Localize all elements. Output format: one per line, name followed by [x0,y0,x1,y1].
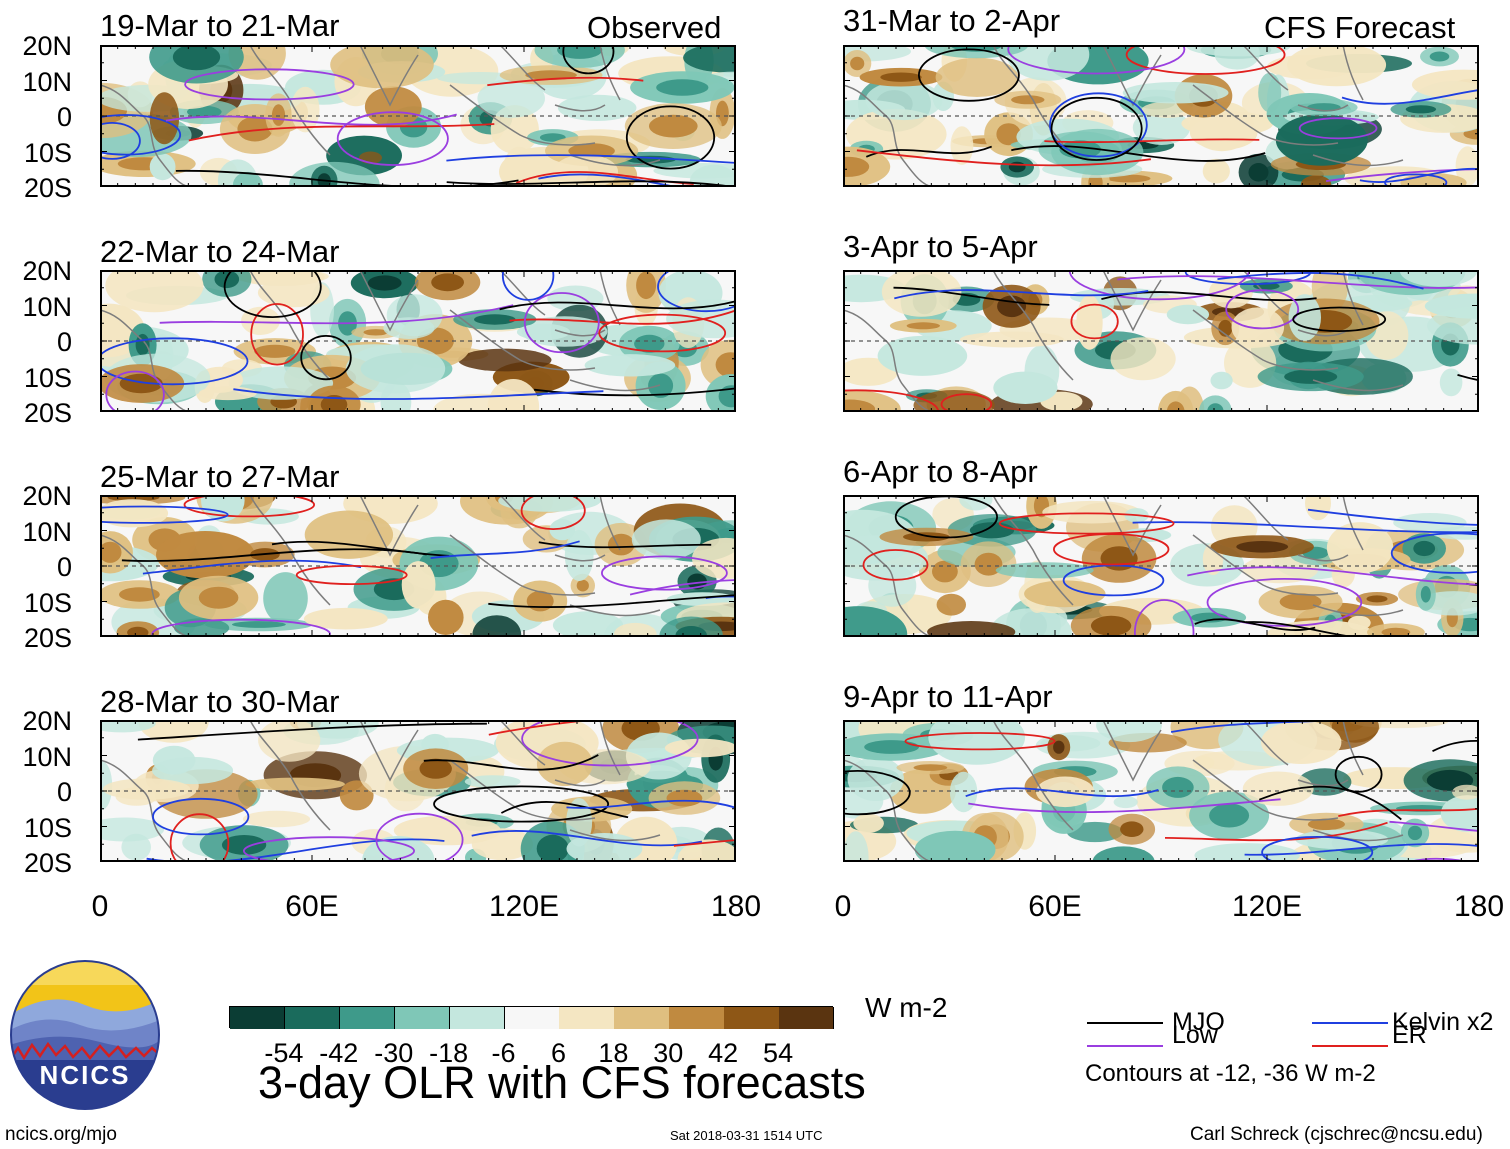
lat-tick-label: 10N [22,516,72,547]
lon-tick-label: 180 [710,890,762,923]
colorbar-swatch [779,1007,835,1029]
lat-tick-label: 0 [56,102,72,132]
panel-title: 25-Mar to 27-Mar [100,459,340,494]
colorbar-swatch [724,1007,780,1029]
lat-tick-label: 20N [22,481,72,511]
olr-map-panel [843,720,1479,862]
colorbar-swatch [559,1007,615,1029]
lat-tick-label: 20S [23,173,72,203]
olr-map-panel [100,45,736,187]
lat-tick-label: 0 [56,327,72,357]
figure-title: 3-day OLR with CFS forecasts [258,1057,866,1108]
panel-title: 9-Apr to 11-Apr [843,679,1053,714]
lat-tick-label: 20S [23,623,72,653]
lon-tick-label: 120E [1231,890,1303,923]
legend-lines [1312,1022,1388,1047]
colorbar-tick-label: -6 [491,1038,516,1068]
legend-low-label: Low [1172,1021,1218,1049]
olr-map-panel [843,495,1479,637]
colorbar-swatch [669,1007,725,1029]
timestamp: Sat 2018-03-31 1514 UTC [670,1128,823,1143]
lon-tick-label: 180 [1453,890,1505,923]
legend-lines [1087,1022,1163,1047]
colorbar-swatch [339,1007,396,1029]
colorbar [229,1006,835,1029]
lat-tick-label: 10S [23,362,72,393]
colorbar-swatch [504,1007,560,1029]
lon-tick-label: 60E [1028,890,1082,923]
forecast-label: CFS Forecast [1264,10,1456,45]
credit: Carl Schreck (cjschrec@ncsu.edu) [1190,1124,1483,1145]
lon-tick-label: 120E [488,890,560,923]
lon-tick-label: 60E [285,890,339,923]
colorbar-tick-label: -42 [319,1038,359,1068]
colorbar-swatch [284,1007,341,1029]
lat-tick-label: 20S [23,398,72,428]
lat-tick-label: 10N [22,66,72,97]
panel-title: 31-Mar to 2-Apr [843,3,1061,38]
lon-tick-label: 0 [91,890,109,923]
lon-tick-label: 0 [834,890,852,923]
lat-tick-label: 10S [23,137,72,168]
source-url: ncics.org/mjo [5,1124,117,1145]
lat-tick-label: 20N [22,706,72,736]
panel-title: 19-Mar to 21-Mar [100,8,340,43]
olr-map-panel [100,495,736,637]
lat-tick-label: 0 [56,777,72,807]
lat-tick-label: 20N [22,256,72,286]
colorbar-tick-label: 18 [598,1038,629,1068]
colorbar-swatch [394,1007,451,1029]
lat-tick-label: 20N [22,31,72,61]
colorbar-tick-label: -54 [264,1038,304,1068]
colorbar-swatch [230,1007,286,1029]
colorbar-swatch [614,1007,670,1029]
olr-map-panel [100,270,736,412]
lat-tick-label: 0 [56,552,72,582]
panel-title: 6-Apr to 8-Apr [843,454,1038,489]
colorbar-tick-label: 6 [550,1038,566,1068]
legend-mjo-label: MJO [1172,1008,1225,1036]
olr-map-panel [843,45,1479,187]
panel-title: 3-Apr to 5-Apr [843,229,1038,264]
lat-tick-label: 10S [23,812,72,843]
colorbar-tick-label: 54 [763,1038,794,1068]
ncics-logo: NCICS [10,960,160,1110]
lat-tick-label: 10N [22,741,72,772]
colorbar-units: W m-2 [865,992,948,1023]
colorbar-swatch [449,1007,506,1029]
olr-map-panel [100,720,736,862]
colorbar-tick-label: -30 [374,1038,414,1068]
lat-tick-label: 10N [22,291,72,322]
contours-note: Contours at -12, -36 W m-2 [1085,1060,1376,1087]
lat-tick-label: 10S [23,587,72,618]
olr-map-panel [843,270,1479,412]
lat-tick-label: 20S [23,848,72,878]
observed-label: Observed [587,10,722,45]
panel-title: 28-Mar to 30-Mar [100,684,340,719]
colorbar-tick-label: 42 [708,1038,739,1068]
logo-text: NCICS [40,1060,131,1090]
colorbar-tick-label: 30 [653,1038,684,1068]
legend-er-label: ER [1392,1021,1427,1049]
colorbar-tick-label: -18 [429,1038,469,1068]
panel-title: 22-Mar to 24-Mar [100,234,340,269]
legend-kelvin-label: Kelvin x2 [1392,1008,1494,1036]
